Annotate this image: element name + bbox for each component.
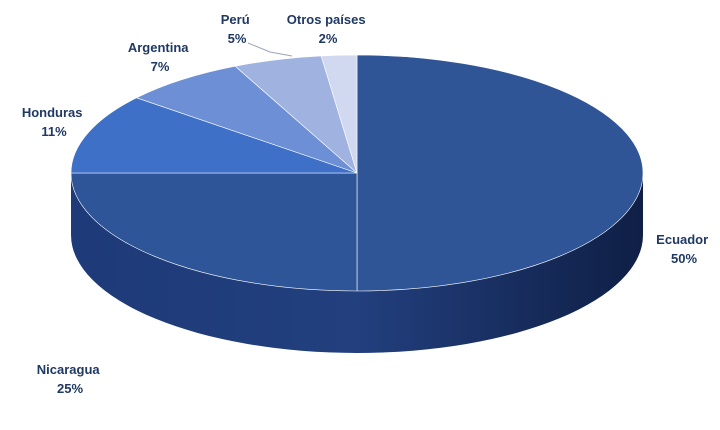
label-leader-lines (247, 42, 293, 57)
label-nicaragua-value: 25% (57, 381, 83, 396)
label-otros-paises-name: Otros países (287, 12, 366, 27)
label-nicaragua: Nicaragua 25% (37, 362, 104, 396)
pie-side-surface (71, 173, 643, 353)
label-argentina-value: 7% (151, 59, 170, 74)
pie-side-wall (71, 173, 643, 353)
label-otros-paises: Otros países 2% (287, 12, 369, 46)
label-nicaragua-name: Nicaragua (37, 362, 101, 377)
label-ecuador: Ecuador 50% (656, 232, 712, 266)
pie-top-face (70, 54, 644, 292)
label-argentina: Argentina 7% (128, 40, 192, 74)
label-peru-value: 5% (228, 31, 247, 46)
pie-slice-argentina (135, 65, 358, 174)
pie-slice-honduras (70, 97, 358, 174)
pie-slice-otros-paises (320, 54, 358, 174)
pie-slice-nicaragua (70, 172, 358, 292)
label-argentina-name: Argentina (128, 40, 189, 55)
label-peru: Perú 5% (221, 12, 254, 46)
pie-slice-ecuador (356, 54, 644, 292)
leader-line-peru (247, 42, 293, 57)
label-ecuador-value: 50% (671, 251, 697, 266)
label-honduras: Honduras 11% (22, 105, 86, 139)
label-ecuador-name: Ecuador (656, 232, 708, 247)
label-peru-name: Perú (221, 12, 250, 27)
label-honduras-name: Honduras (22, 105, 83, 120)
label-otros-paises-value: 2% (319, 31, 338, 46)
label-honduras-value: 11% (41, 124, 67, 139)
